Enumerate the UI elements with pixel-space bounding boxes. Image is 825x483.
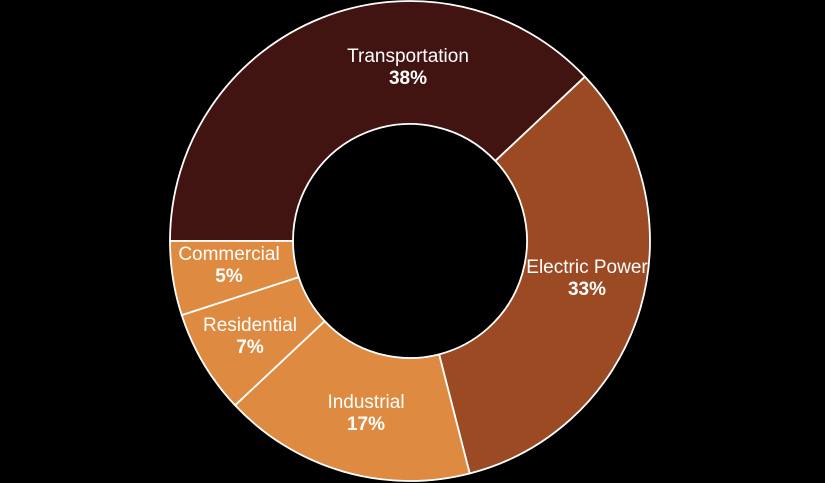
pie-slice-transportation (169, 0, 586, 242)
pie-slice-industrial (234, 320, 471, 482)
pie-slice-commercial (169, 240, 300, 317)
pie-slice-electric-power (438, 75, 651, 475)
